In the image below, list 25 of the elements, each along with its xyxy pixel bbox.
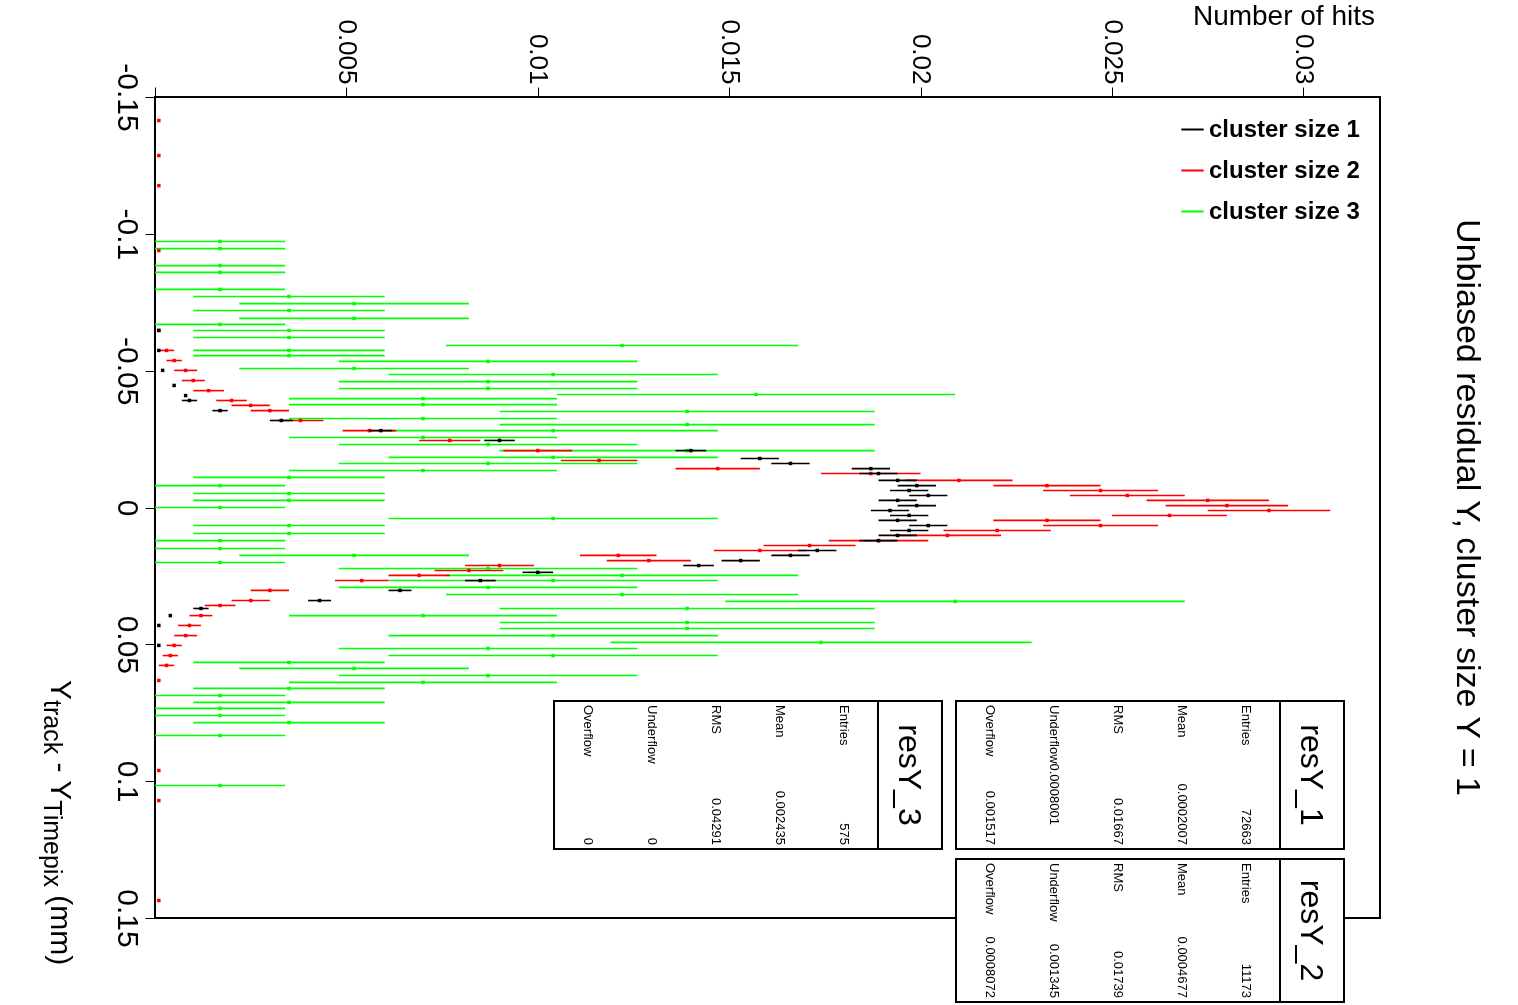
y-tick-label: 0.1 xyxy=(111,760,145,803)
x-tick-label: 0.005 xyxy=(332,19,363,85)
annotation: Underflow0.0008001 xyxy=(1047,705,1063,825)
annotation: resY_1 xyxy=(1279,702,1343,848)
y-tick-label: 0.05 xyxy=(111,615,145,675)
x-tick-label: 0.025 xyxy=(1098,19,1129,85)
y-tick-label: -0.05 xyxy=(111,336,145,406)
x-tick-label: 0.01 xyxy=(524,33,555,85)
x-tick-label: 0.03 xyxy=(1289,33,1320,85)
text: Unbiased residual Y, cluster size Y = 1 xyxy=(1450,219,1488,796)
stats-box: resY_2 Entries 11173 Mean 0.0004677 RMS 0.01739 Underflow 0.001345 Overflow 0.0008072 xyxy=(955,858,1345,1003)
stats-box: resY_1 Entries 72663 Mean 0.0002007 RMS 0.01667 Underflow0.0008001 Overflow 0.001517 xyxy=(955,700,1345,850)
legend-label: cluster size 1 xyxy=(1209,114,1360,142)
legend-label: cluster size 3 xyxy=(1209,196,1360,224)
x-axis-title: Number of hits xyxy=(1192,0,1375,32)
y-tick-label: -0.1 xyxy=(111,208,145,261)
annotation: resY_2 xyxy=(1279,860,1343,1001)
x-tick-label: 0.02 xyxy=(907,33,938,85)
y-tick-label: 0.15 xyxy=(111,889,145,948)
y-tick-label: -0.15 xyxy=(111,63,145,132)
y-tick-label: 0 xyxy=(111,499,145,517)
legend-label: cluster size 2 xyxy=(1209,155,1360,183)
annotation: resY_3 xyxy=(877,702,941,848)
x-tick-label: 0.015 xyxy=(715,19,746,85)
stats-box: resY_3 Entries 575 Mean 0.002435 RMS 0.04291 Underflow 0 Overflow 0 xyxy=(553,700,943,850)
